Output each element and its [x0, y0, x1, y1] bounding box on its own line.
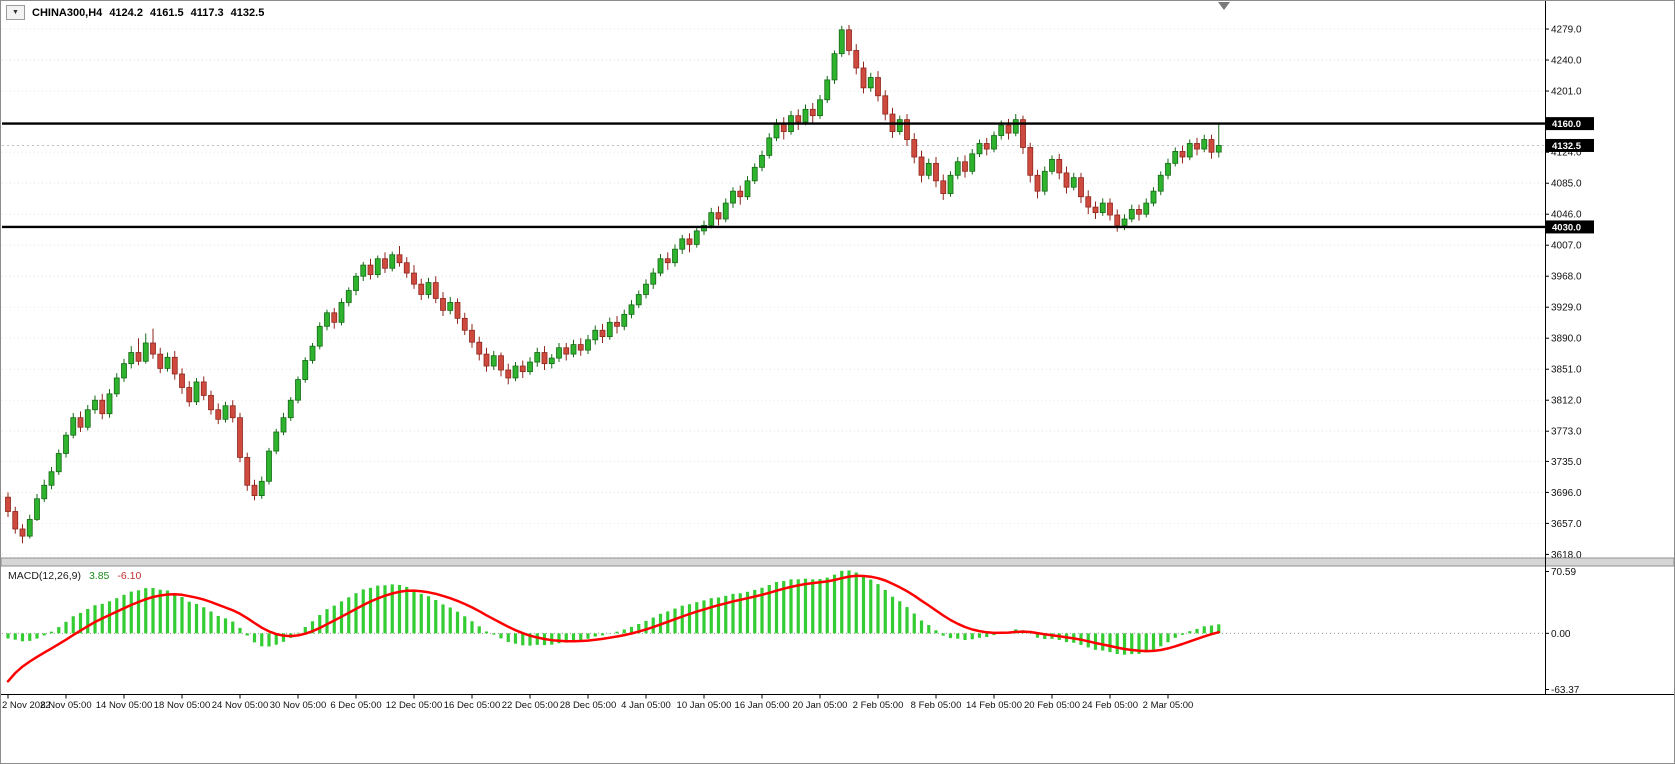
- time-axis-label: 30 Nov 05:00: [270, 700, 327, 711]
- level-price-tag-label: 4030.0: [1552, 222, 1581, 233]
- macd-axis-label: 0.00: [1551, 629, 1571, 640]
- macd-signal-line: [6, 574, 1221, 683]
- level-price-tag: [1546, 220, 1594, 234]
- time-axis-label: 20 Feb 05:00: [1024, 700, 1080, 711]
- macd-signal-value: -6.10: [117, 570, 142, 582]
- time-axis-label: 16 Jan 05:00: [735, 700, 790, 711]
- time-axis-label: 10 Jan 05:00: [677, 700, 732, 711]
- symbol-dropdown-icon[interactable]: ▼: [6, 5, 25, 20]
- price-axis-label: 4046.0: [1551, 210, 1582, 221]
- panel-splitter[interactable]: [0, 557, 1675, 567]
- macd-main-value: 3.85: [88, 570, 110, 582]
- level-price-tag-label: 4160.0: [1552, 119, 1581, 130]
- ohlc-high-value: 4161.5: [149, 6, 184, 19]
- price-axis-label: 3851.0: [1551, 365, 1582, 376]
- time-axis-label: 14 Feb 05:00: [966, 700, 1022, 711]
- price-axis-label: 4007.0: [1551, 241, 1582, 252]
- macd-axis-label: 70.59: [1551, 567, 1576, 578]
- time-axis-label: 2 Feb 05:00: [853, 700, 904, 711]
- price-axis-label: 3929.0: [1551, 303, 1582, 314]
- time-axis-label: 24 Nov 05:00: [212, 700, 269, 711]
- macd-axis-label: -63.37: [1551, 685, 1580, 696]
- price-axis-label: 3968.0: [1551, 272, 1582, 283]
- time-axis-label: 2 Mar 05:00: [1143, 700, 1194, 711]
- time-axis-label: 20 Jan 05:00: [793, 700, 848, 711]
- price-axis-label: 4085.0: [1551, 179, 1582, 190]
- price-axis-label: 4124.0: [1551, 148, 1582, 159]
- price-gridlines: 4279.0 4240.0 4201.0 4124.0 4085.0 4046.0 4007…: [2, 25, 1582, 561]
- ohlc-open-value: 4124.2: [109, 6, 143, 19]
- price-axis-label: 3618.0: [1551, 550, 1582, 561]
- chart-shift-marker-icon[interactable]: [1218, 2, 1230, 10]
- time-axis-label: 18 Nov 05:00: [154, 700, 211, 711]
- symbol-period-label: CHINA300,H4: [32, 6, 103, 19]
- level-price-tag: [1546, 117, 1594, 131]
- time-axis-label: 28 Dec 05:00: [560, 700, 617, 711]
- time-axis-label: 24 Feb 05:00: [1082, 700, 1138, 711]
- ohlc-close-value: 4132.5: [230, 6, 265, 19]
- chart-ohlc-header: ▼ CHINA300,H4 4124.2 4161.5 4117.3 4132.…: [6, 5, 264, 20]
- macd-indicator-label: MACD(12,26,9) 3.85 -6.10: [8, 570, 141, 582]
- time-axis-label: 8 Nov 05:00: [40, 700, 91, 711]
- price-axis-label: 3812.0: [1551, 396, 1582, 407]
- time-axis-label: 2 Nov 2022: [2, 700, 51, 711]
- time-axis-label: 12 Dec 05:00: [386, 700, 443, 711]
- price-axis-label: 4279.0: [1551, 25, 1582, 36]
- time-axis-label: 8 Feb 05:00: [911, 700, 962, 711]
- current-price-tag: [1546, 138, 1594, 152]
- price-axis-label: 3735.0: [1551, 457, 1582, 468]
- price-axis-label: 3696.0: [1551, 488, 1582, 499]
- time-axis-label: 16 Dec 05:00: [444, 700, 501, 711]
- time-axis-label: 22 Dec 05:00: [502, 700, 559, 711]
- price-axis-label: 3657.0: [1551, 519, 1582, 530]
- price-axis-label: 4201.0: [1551, 87, 1582, 98]
- time-axis-label: 4 Jan 05:00: [621, 700, 671, 711]
- ohlc-low-value: 4117.3: [190, 6, 224, 19]
- time-axis-label: 6 Dec 05:00: [330, 700, 381, 711]
- macd-name-label: MACD(12,26,9): [8, 570, 81, 582]
- price-axis-label: 3890.0: [1551, 334, 1582, 345]
- time-axis-label: 14 Nov 05:00: [96, 700, 153, 711]
- price-axis-label: 3773.0: [1551, 427, 1582, 438]
- current-price-tag-label: 4132.5: [1552, 141, 1582, 152]
- price-axis-label: 4240.0: [1551, 56, 1582, 67]
